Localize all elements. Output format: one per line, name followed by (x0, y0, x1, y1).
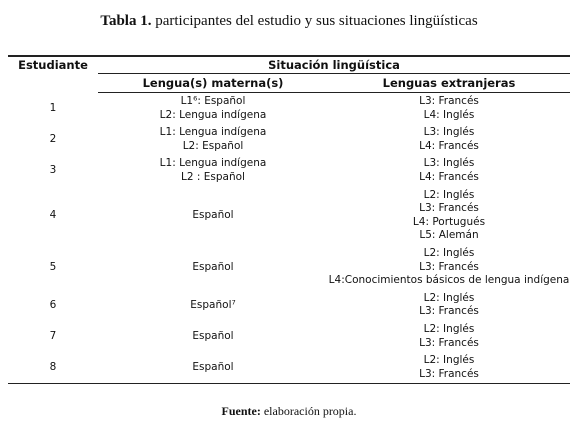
source-label: Fuente: (221, 404, 261, 418)
cell-line: L2 : Español (181, 170, 245, 183)
student-cell: 2 (49, 132, 57, 145)
native-cell: L1: Lengua indígena L2: Español (98, 124, 328, 155)
cell-line: L2: Inglés (423, 246, 475, 259)
foreign-cell: L3: Inglés L4: Francés (328, 124, 570, 155)
cell-line: Español (192, 360, 234, 373)
cell-line: L3: Francés (419, 260, 479, 273)
cell-line: L4: Inglés (423, 108, 475, 121)
native-cell: Español (98, 245, 328, 290)
foreign-cell: L2: Inglés L3: Francés L4: Portugués L5: Al… (328, 187, 570, 245)
table-row: 6 Español⁷ L2: Inglés L3: Francés (8, 290, 570, 321)
cell-line: L3: Francés (419, 336, 479, 349)
table-body: 1 L1⁶: Español L2: Lengua indígena L3: Fran… (8, 93, 570, 384)
table-row: 5 Español L2: Inglés L3: Francés L4:Conocimi… (8, 245, 570, 290)
cell-line: L4: Francés (419, 139, 479, 152)
student-cell: 3 (49, 164, 57, 177)
cell-line: L2: Inglés (423, 354, 475, 367)
cell-line: L3: Francés (419, 305, 479, 318)
cell-line: L5: Alemán (419, 229, 479, 242)
cell-line: L1: Lengua indígena (159, 126, 267, 139)
cell-line: L3: Francés (419, 95, 479, 107)
foreign-cell: L2: Inglés L3: Francés (328, 321, 570, 352)
cell-line: Español (192, 329, 234, 342)
header-cell: Lenguas extranjeras (328, 73, 570, 93)
header-row: Lengua(s) materna(s) Lenguas extranjeras (8, 73, 570, 93)
caption-label: Tabla 1. (100, 13, 152, 29)
cell-line: Español⁷ (190, 298, 236, 311)
cell-line: L2: Lengua indígena (159, 108, 267, 121)
native-cell: L1⁶: Español L2: Lengua indígena (98, 93, 328, 125)
table: Estudiante Situación lingüística Lengua(… (8, 55, 570, 385)
source: Fuente: elaboración propia. (0, 404, 578, 419)
student-cell: 7 (49, 329, 57, 342)
student-cell: 8 (49, 360, 57, 373)
caption: Tabla 1. participantes del estudio y sus… (0, 13, 578, 30)
foreign-cell: L2: Inglés L3: Francés L4:Conocimientos bá… (328, 245, 570, 290)
cell-line: L2: Español (182, 139, 244, 152)
table-row: 3 L1: Lengua indígena L2 : Español L3: Ingl… (8, 155, 570, 186)
header-row: Estudiante Situación lingüística (8, 56, 570, 74)
native-cell: Español⁷ (98, 290, 328, 321)
native-cell: Español (98, 187, 328, 245)
table-row: 1 L1⁶: Español L2: Lengua indígena L3: Fran… (8, 93, 570, 125)
table-row: 4 Español L2: Inglés L3: Francés L4: Portugu… (8, 187, 570, 245)
cell-line: L1: Lengua indígena (159, 157, 267, 170)
native-cell: Español (98, 321, 328, 352)
cell-line: L4: Portugués (412, 215, 486, 228)
cell-line: L4:Conocimientos básicos de lengua indíg… (328, 274, 570, 287)
caption-text: participantes del estudio y sus situacio… (155, 13, 478, 29)
cell-line: L3: Francés (419, 202, 479, 215)
student-cell: 1 (49, 101, 57, 114)
cell-line: L1⁶: Español (180, 95, 246, 107)
foreign-cell: L2: Inglés L3: Francés (328, 352, 570, 384)
foreign-cell: L2: Inglés L3: Francés (328, 290, 570, 321)
source-text: elaboración propia. (263, 404, 357, 418)
cell-line: Español (192, 208, 234, 221)
student-cell: 6 (49, 298, 57, 311)
native-cell: Español (98, 352, 328, 384)
cell-line: L2: Inglés (423, 291, 475, 304)
student-cell: 5 (49, 260, 57, 273)
cell-line: Español (192, 260, 234, 273)
table-row: 7 Español L2: Inglés L3: Francés (8, 321, 570, 352)
table-row: 2 L1: Lengua indígena L2: Español L3: Inglé… (8, 124, 570, 155)
header-cell: Situación lingüística (98, 56, 570, 74)
foreign-cell: L3: Francés L4: Inglés (328, 93, 570, 125)
cell-line: L3: Inglés (423, 126, 475, 139)
cell-line: L3: Inglés (423, 157, 475, 170)
native-cell: L1: Lengua indígena L2 : Español (98, 155, 328, 186)
cell-line: L3: Francés (419, 367, 479, 380)
student-cell: 4 (49, 208, 57, 221)
table-row: 8 Español L2: Inglés L3: Francés (8, 352, 570, 384)
header-cell: Estudiante (18, 58, 88, 72)
foreign-cell: L3: Inglés L4: Francés (328, 155, 570, 186)
cell-line: L4: Francés (419, 170, 479, 183)
cell-line: L2: Inglés (423, 188, 475, 201)
cell-line: L2: Inglés (423, 322, 475, 335)
header-cell: Lengua(s) materna(s) (98, 73, 328, 93)
